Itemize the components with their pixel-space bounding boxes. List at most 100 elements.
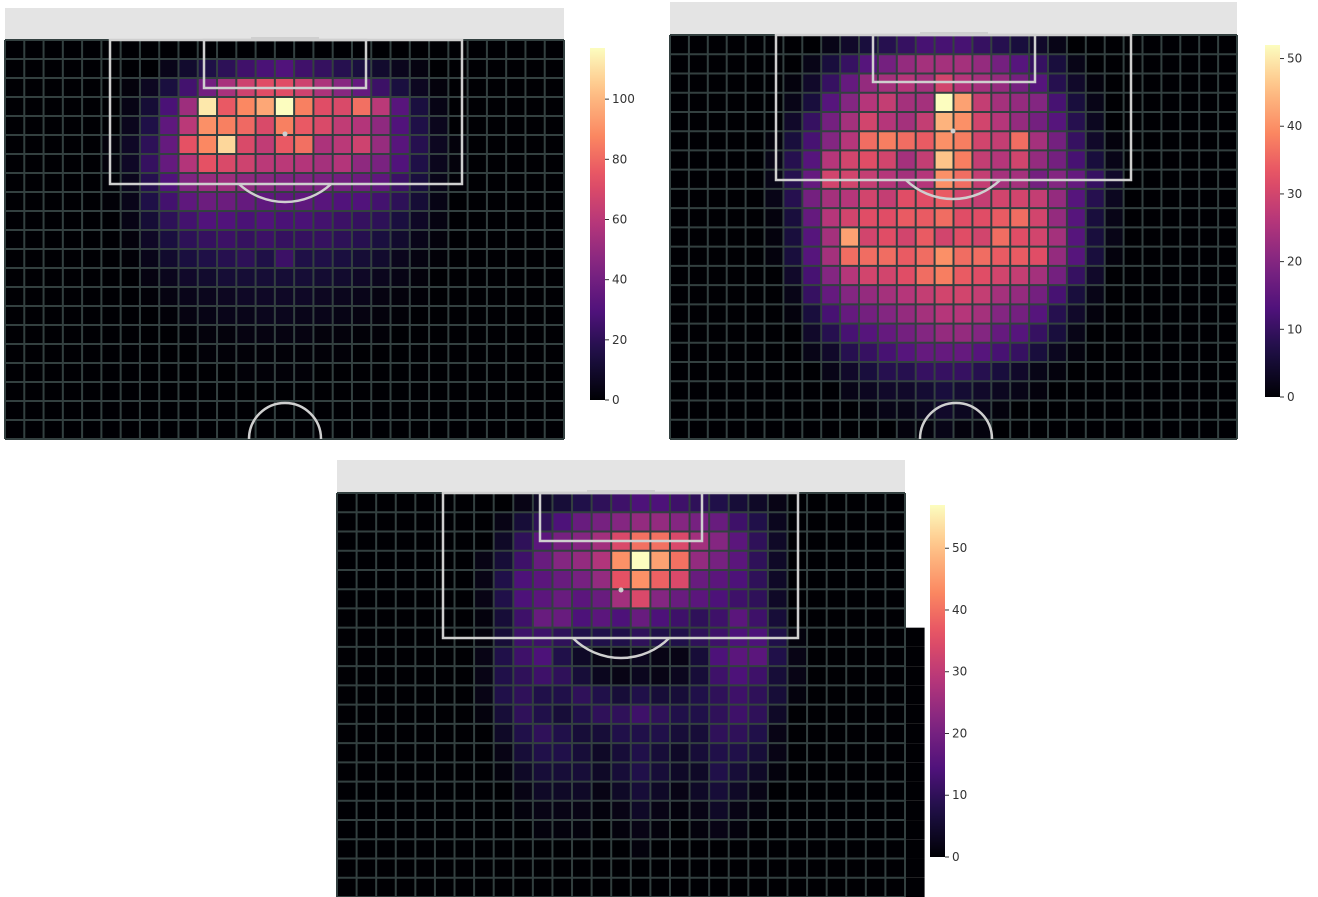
heatmap-cell: [1066, 73, 1086, 93]
heatmap-cell: [1066, 35, 1086, 55]
heatmap-cell: [376, 704, 396, 724]
heatmap-cell: [159, 344, 179, 363]
heatmap-cell: [159, 97, 179, 116]
heatmap-cell: [802, 73, 822, 93]
heatmap-cell: [351, 420, 372, 439]
heatmap-cell: [783, 342, 803, 363]
heatmap-cell: [991, 208, 1011, 228]
heatmap-cell: [728, 493, 749, 513]
heatmap-cell: [1048, 342, 1067, 363]
heatmap-cell: [1029, 323, 1048, 343]
heatmap-cell: [1029, 35, 1048, 55]
heatmap-cell: [972, 362, 992, 382]
heatmap-cell: [429, 287, 449, 306]
heatmap-cell: [1142, 381, 1162, 401]
heatmap-cell: [351, 401, 372, 420]
heatmap-cell: [159, 325, 179, 344]
heatmap-cell: [1199, 131, 1219, 151]
colorbar-tick-label: 20: [612, 333, 627, 347]
heatmap-cell: [821, 285, 841, 305]
heatmap-cell: [351, 287, 372, 306]
heatmap-cell: [120, 382, 140, 401]
heatmap-cell: [840, 323, 859, 343]
heatmap-cell: [1123, 35, 1143, 55]
heatmap-cell: [356, 493, 377, 513]
heatmap-cell: [859, 381, 878, 401]
heatmap-cell: [1010, 150, 1030, 170]
heatmap-cell: [332, 40, 352, 59]
heatmap-cell: [821, 400, 841, 420]
heatmap-cell: [332, 420, 352, 439]
heatmap-cell: [877, 92, 897, 112]
heatmap-cell: [630, 704, 651, 724]
heatmap-cell: [454, 531, 475, 551]
heatmap-cell: [707, 381, 727, 401]
heatmap-cell: [650, 512, 670, 532]
heatmap-cell: [255, 306, 275, 325]
heatmap-cell: [1010, 246, 1030, 266]
heatmap-cell: [448, 116, 468, 135]
heatmap-cell: [885, 531, 905, 551]
heatmap-cell: [409, 116, 430, 135]
heatmap-cell: [493, 589, 514, 609]
heatmap-cell: [544, 306, 564, 325]
heatmap-cell: [865, 531, 886, 551]
heatmap-cell: [332, 230, 352, 249]
heatmap-cell: [513, 781, 533, 801]
heatmap-cell: [62, 230, 83, 249]
heatmap-cell: [506, 344, 526, 363]
heatmap-cell: [467, 382, 487, 401]
penalty-arc: [571, 637, 671, 660]
penalty-arc: [904, 179, 1002, 201]
heatmap-cell: [313, 135, 333, 154]
heatmap-cell: [217, 420, 237, 439]
heatmap-cell: [1066, 246, 1086, 266]
heatmap-cell: [905, 704, 925, 724]
heatmap-cell: [670, 111, 689, 132]
heatmap-cell: [905, 839, 925, 859]
heatmap-cell: [454, 589, 475, 609]
heatmap-cell: [159, 363, 179, 382]
heatmap-cell: [611, 550, 631, 570]
heatmap-cell: [1104, 131, 1124, 151]
heatmap-cell: [62, 306, 83, 325]
heatmap-cell: [356, 877, 377, 897]
heatmap-cell: [82, 116, 102, 135]
heatmap-cell: [1085, 92, 1105, 112]
heatmap-cell: [532, 762, 553, 782]
heatmap-cell: [764, 381, 784, 401]
heatmap-cell: [24, 230, 44, 249]
heatmap-cell: [591, 589, 612, 609]
heatmap-cell: [415, 685, 435, 705]
heatmap-cell: [178, 97, 198, 116]
heatmap-cell: [1180, 400, 1200, 420]
heatmap-cell: [821, 381, 841, 401]
heatmap-cell: [506, 154, 526, 173]
heatmap-cell: [82, 135, 102, 154]
heatmap-cell: [120, 135, 140, 154]
penalty-arc: [238, 183, 332, 204]
heatmap-cell: [877, 131, 897, 151]
heatmap-cell: [896, 208, 916, 228]
heatmap-cell: [351, 116, 372, 135]
heatmap-cell: [395, 531, 416, 551]
heatmap-cell: [454, 781, 475, 801]
heatmap-cell: [953, 227, 973, 247]
heatmap-cell: [1029, 304, 1048, 324]
heatmap-cell: [669, 493, 690, 513]
heatmap-cell: [877, 246, 897, 266]
heatmap-cell: [1010, 285, 1030, 305]
heatmap-cell: [877, 342, 897, 363]
heatmap-cell: [1142, 285, 1162, 305]
heatmap-cell: [544, 401, 564, 420]
heatmap-cell: [371, 135, 391, 154]
heatmap-cell: [1218, 304, 1237, 324]
heatmap-cell: [332, 154, 352, 173]
heatmap-cell: [434, 877, 455, 897]
heatmap-cell: [415, 743, 435, 763]
heatmap-cell: [726, 362, 746, 382]
heatmap-cell: [313, 211, 333, 230]
heatmap-cell: [409, 363, 430, 382]
heatmap-cell: [1199, 362, 1219, 382]
